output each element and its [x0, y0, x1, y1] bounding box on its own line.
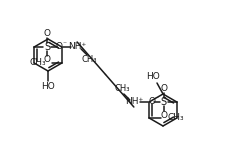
Text: ⁻: ⁻	[62, 39, 66, 49]
Text: O: O	[160, 111, 167, 119]
Text: ⁻: ⁻	[154, 95, 158, 103]
Text: O: O	[43, 30, 50, 38]
Text: CH₃: CH₃	[166, 114, 183, 122]
Text: CH₃: CH₃	[114, 84, 129, 94]
Text: CH₃: CH₃	[81, 55, 97, 65]
Text: O: O	[160, 84, 167, 94]
Text: NH⁺: NH⁺	[124, 98, 142, 106]
Text: O: O	[43, 55, 50, 65]
Text: HO: HO	[146, 72, 159, 82]
Text: S: S	[44, 42, 50, 52]
Text: NH⁺: NH⁺	[68, 43, 86, 51]
Text: HO: HO	[41, 82, 55, 92]
Text: O: O	[55, 43, 62, 51]
Text: S: S	[160, 97, 166, 107]
Text: CH₃: CH₃	[29, 59, 46, 67]
Text: O: O	[148, 98, 155, 106]
